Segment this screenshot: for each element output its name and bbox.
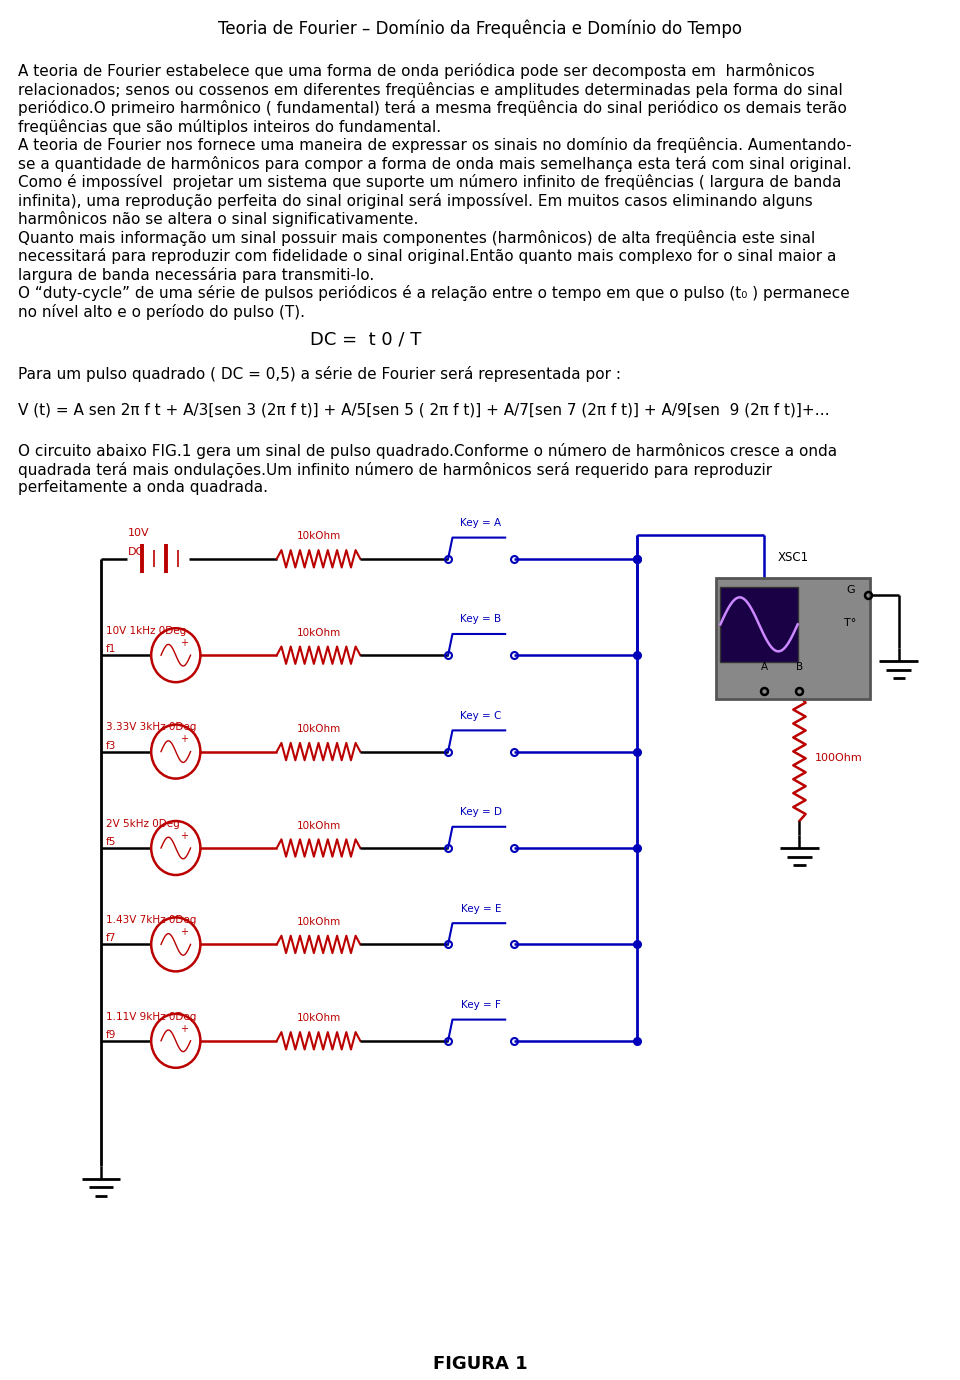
Text: harmônicos não se altera o sinal significativamente.: harmônicos não se altera o sinal signifi… [18, 211, 419, 228]
Text: Key = A: Key = A [461, 518, 501, 529]
Text: no nível alto e o período do pulso (T).: no nível alto e o período do pulso (T). [18, 304, 305, 320]
Text: f7: f7 [106, 933, 116, 944]
Text: 10V 1kHz 0Deg: 10V 1kHz 0Deg [106, 627, 185, 636]
Text: Teoria de Fourier – Domínio da Frequência e Domínio do Tempo: Teoria de Fourier – Domínio da Frequênci… [218, 19, 742, 39]
Text: se a quantidade de harmônicos para compor a forma de onda mais semelhança esta t: se a quantidade de harmônicos para compo… [18, 156, 852, 171]
Text: 10kOhm: 10kOhm [297, 724, 341, 734]
Text: +: + [180, 927, 188, 937]
Text: Key = C: Key = C [461, 711, 502, 720]
Text: +: + [180, 734, 188, 744]
Text: perfeitamente a onda quadrada.: perfeitamente a onda quadrada. [18, 480, 268, 495]
Text: A teoria de Fourier nos fornece uma maneira de expressar os sinais no domínio da: A teoria de Fourier nos fornece uma mane… [18, 137, 852, 153]
Text: f1: f1 [106, 644, 116, 654]
Text: Quanto mais informação um sinal possuir mais componentes (harmônicos) de alta fr: Quanto mais informação um sinal possuir … [18, 229, 815, 246]
Text: freqüências que são múltiplos inteiros do fundamental.: freqüências que são múltiplos inteiros d… [18, 119, 442, 135]
Text: Key = E: Key = E [461, 904, 501, 914]
Text: XSC1: XSC1 [778, 551, 808, 563]
Text: +: + [180, 831, 188, 840]
Text: 10kOhm: 10kOhm [297, 918, 341, 927]
Text: f5: f5 [106, 838, 116, 847]
Text: 3.33V 3kHz 0Deg: 3.33V 3kHz 0Deg [106, 722, 196, 733]
Text: G: G [846, 585, 854, 595]
Text: 2V 5kHz 0Deg: 2V 5kHz 0Deg [106, 818, 180, 829]
Text: relacionados; senos ou cossenos em diferentes freqüências e amplitudes determina: relacionados; senos ou cossenos em difer… [18, 81, 843, 98]
Text: Como é impossível  projetar um sistema que suporte um número infinito de freqüên: Como é impossível projetar um sistema qu… [18, 174, 841, 190]
Text: +: + [180, 638, 188, 649]
Text: Key = F: Key = F [461, 1000, 501, 1010]
Text: +: + [180, 1024, 188, 1034]
Text: FIGURA 1: FIGURA 1 [433, 1355, 527, 1373]
Text: 10kOhm: 10kOhm [297, 1013, 341, 1024]
Text: Para um pulso quadrado ( DC = 0,5) a série de Fourier será representada por :: Para um pulso quadrado ( DC = 0,5) a sér… [18, 366, 621, 382]
Text: 10kOhm: 10kOhm [297, 628, 341, 638]
Text: T°: T° [844, 618, 856, 628]
Text: O circuito abaixo FIG.1 gera um sinal de pulso quadrado.Conforme o número de har: O circuito abaixo FIG.1 gera um sinal de… [18, 443, 837, 460]
Text: DC: DC [128, 546, 144, 558]
Text: periódico.O primeiro harmônico ( fundamental) terá a mesma freqüência do sinal p: periódico.O primeiro harmônico ( fundame… [18, 101, 847, 116]
Text: 1.11V 9kHz 0Deg: 1.11V 9kHz 0Deg [106, 1012, 196, 1021]
Bar [720, 586, 798, 662]
Text: largura de banda necessária para transmiti-lo.: largura de banda necessária para transmi… [18, 266, 374, 283]
Text: DC =  t 0 / T: DC = t 0 / T [310, 330, 421, 348]
Text: 10kOhm: 10kOhm [297, 821, 341, 831]
Text: 10V: 10V [128, 527, 149, 538]
Text: A teoria de Fourier estabelece que uma forma de onda periódica pode ser decompos: A teoria de Fourier estabelece que uma f… [18, 63, 815, 79]
Text: necessitará para reproduzir com fidelidade o sinal original.Então quanto mais co: necessitará para reproduzir com fidelida… [18, 248, 836, 264]
Text: Key = B: Key = B [461, 614, 501, 624]
Text: O “duty-cycle” de uma série de pulsos periódicos é a relação entre o tempo em qu: O “duty-cycle” de uma série de pulsos pe… [18, 286, 850, 301]
Text: A: A [760, 661, 768, 672]
Text: f9: f9 [106, 1029, 116, 1041]
Text: 100Ohm: 100Ohm [815, 753, 863, 763]
Text: Key = D: Key = D [460, 807, 502, 817]
Text: 1.43V 7kHz 0Deg: 1.43V 7kHz 0Deg [106, 915, 196, 925]
Text: quadrada terá mais ondulações.Um infinito número de harmônicos será requerido pa: quadrada terá mais ondulações.Um infinit… [18, 461, 772, 477]
Text: f3: f3 [106, 741, 116, 751]
Bar [716, 578, 870, 698]
Text: V (t) = A sen 2π f t + A/3[sen 3 (2π f t)] + A/5[sen 5 ( 2π f t)] + A/7[sen 7 (2: V (t) = A sen 2π f t + A/3[sen 3 (2π f t… [18, 403, 829, 418]
Text: infinita), uma reprodução perfeita do sinal original será impossível. Em muitos : infinita), uma reprodução perfeita do si… [18, 193, 813, 208]
Text: 10kOhm: 10kOhm [297, 531, 341, 541]
Text: B: B [796, 661, 803, 672]
